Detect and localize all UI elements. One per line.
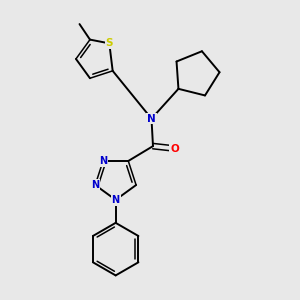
Text: N: N [112,195,120,205]
Text: S: S [106,38,113,48]
Text: N: N [99,156,107,166]
Text: N: N [147,114,156,124]
Text: N: N [91,180,99,190]
Text: O: O [170,143,179,154]
